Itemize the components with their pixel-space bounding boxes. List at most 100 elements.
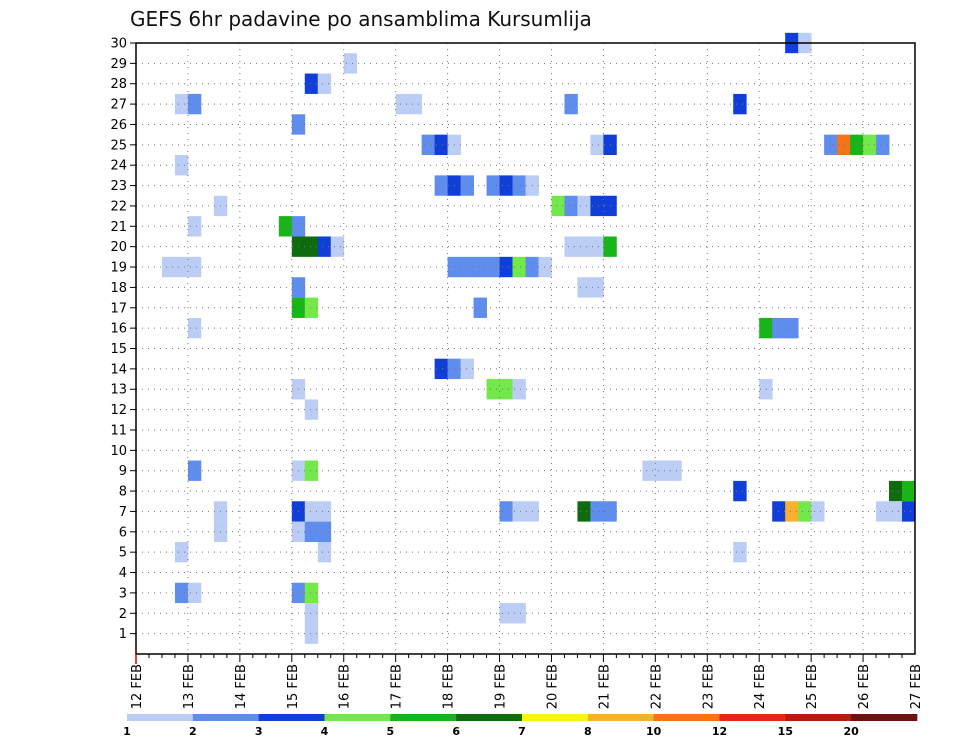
y-tick-label: 28 <box>110 77 127 92</box>
y-tick-label: 25 <box>110 138 127 153</box>
data-cell <box>473 297 487 318</box>
y-tick-label: 26 <box>110 118 127 133</box>
data-cell <box>564 93 578 115</box>
data-cell <box>590 134 604 156</box>
legend-label: 8 <box>584 725 592 738</box>
grid-layer <box>136 42 915 654</box>
data-cell <box>460 175 474 196</box>
y-tick-label: 16 <box>110 322 127 337</box>
data-cell <box>486 175 500 196</box>
x-tick-label: 15 FEB <box>286 664 301 709</box>
data-cell <box>174 93 189 115</box>
y-tick-label: 6 <box>119 525 127 540</box>
data-cell <box>486 256 500 278</box>
data-cell <box>889 480 903 502</box>
data-cell <box>759 317 773 339</box>
y-tick-label: 4 <box>119 566 127 581</box>
data-cell <box>460 358 474 380</box>
y-tick-label: 18 <box>110 281 127 296</box>
data-cell <box>278 216 293 237</box>
data-cell <box>499 501 513 522</box>
data-cell <box>395 93 410 115</box>
legend-swatch <box>653 714 720 721</box>
data-cell <box>317 541 332 563</box>
x-tick-label: 22 FEB <box>649 664 664 709</box>
legend-swatch <box>785 714 852 721</box>
x-tick-label: 12 FEB <box>130 664 145 709</box>
data-cell <box>564 236 578 257</box>
y-tick-label: 19 <box>110 261 127 276</box>
data-cell <box>564 195 578 217</box>
y-tick-label: 27 <box>110 98 127 113</box>
data-cell <box>304 603 319 624</box>
data-cell <box>902 501 916 522</box>
legend-label: 4 <box>321 725 329 738</box>
y-tick-label: 1 <box>119 627 127 642</box>
data-cell <box>902 480 916 502</box>
data-cell <box>161 256 176 278</box>
legend-swatch <box>127 714 194 721</box>
data-cell <box>304 582 319 604</box>
x-axis: 12 FEB 13 FEB 14 FEB 15 FEB 16 FEB 17 FEB 18 F… <box>130 654 924 709</box>
data-cell <box>408 93 423 115</box>
legend-swatch <box>587 714 654 721</box>
legend-label: 1 <box>123 725 131 738</box>
x-tick-label: 17 FEB <box>390 664 405 709</box>
data-cell <box>473 256 487 278</box>
legend-swatch <box>192 714 259 721</box>
x-tick-label: 26 FEB <box>857 664 872 709</box>
y-tick-label: 9 <box>119 464 127 479</box>
data-cell <box>512 175 526 196</box>
data-cell <box>174 256 189 278</box>
x-tick-label: 24 FEB <box>753 664 768 709</box>
data-cell <box>304 623 319 644</box>
data-cell <box>434 175 448 196</box>
y-axis: 1234567891011121314151617181920212223242… <box>110 37 136 642</box>
y-tick-label: 10 <box>110 444 127 459</box>
y-tick-label: 2 <box>119 607 127 622</box>
legend-swatch <box>456 714 523 721</box>
data-cell <box>876 134 890 156</box>
data-cell <box>642 460 656 481</box>
data-cell <box>174 582 189 604</box>
data-cell <box>876 501 890 522</box>
color-legend: 1 2 3 4 5 6 7 8 10 12 15 20 <box>123 714 918 738</box>
data-cell <box>460 256 474 278</box>
data-cell <box>421 134 436 156</box>
y-tick-label: 29 <box>110 57 127 72</box>
data-cell <box>304 297 319 318</box>
y-tick-label: 21 <box>110 220 127 235</box>
legend-label: 7 <box>518 725 526 738</box>
x-tick-label: 19 FEB <box>494 664 509 709</box>
legend-label: 2 <box>189 725 197 738</box>
data-cell <box>434 134 448 156</box>
y-tick-label: 17 <box>110 301 127 316</box>
data-cell <box>577 277 591 298</box>
data-cell <box>304 236 319 257</box>
data-cell <box>733 541 747 563</box>
legend-label: 10 <box>646 725 662 738</box>
y-tick-label: 12 <box>110 403 127 418</box>
data-cell <box>824 134 838 156</box>
data-cell <box>174 155 189 176</box>
data-cell <box>798 501 812 522</box>
data-cell <box>330 236 345 257</box>
data-cell <box>759 379 773 400</box>
data-cell <box>863 134 877 156</box>
data-cell <box>317 236 332 257</box>
data-cell <box>512 603 526 624</box>
legend-label: 12 <box>712 725 727 738</box>
legend-swatch <box>324 714 391 721</box>
data-cell <box>590 195 604 217</box>
data-cell <box>304 399 319 420</box>
x-tick-label: 13 FEB <box>182 664 197 709</box>
y-tick-label: 7 <box>119 505 127 520</box>
legend-swatch <box>719 714 786 721</box>
data-cell <box>434 358 448 380</box>
legend-swatch <box>258 714 325 721</box>
x-tick-label: 21 FEB <box>597 664 612 709</box>
data-cell <box>590 277 604 298</box>
x-tick-label: 14 FEB <box>234 664 249 709</box>
legend-label: 5 <box>387 725 395 738</box>
